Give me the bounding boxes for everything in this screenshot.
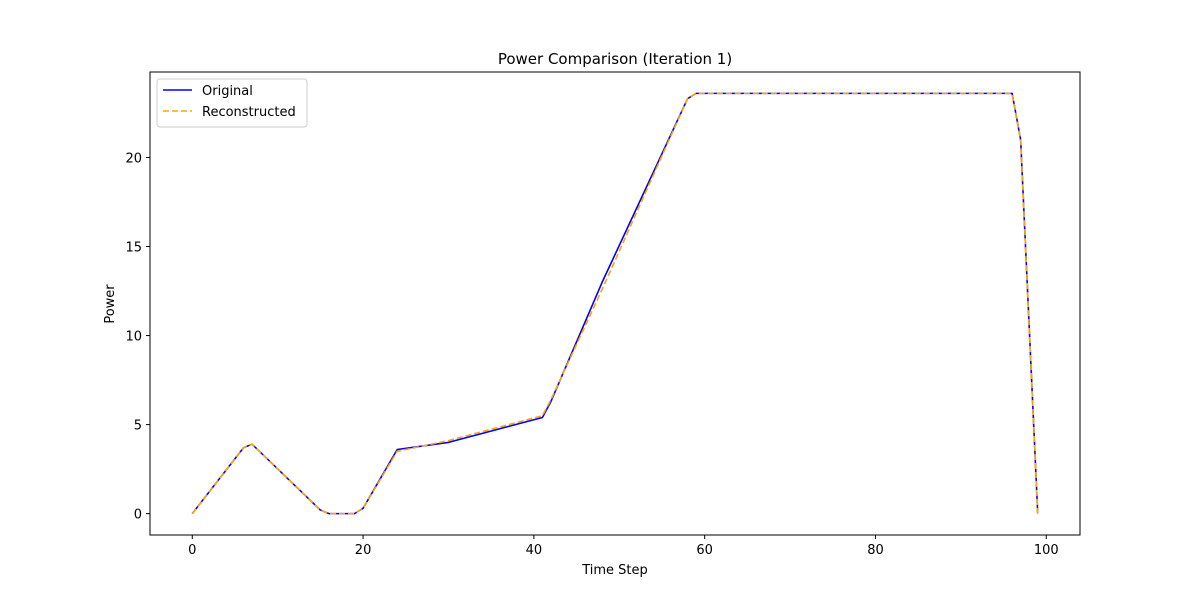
y-tick-label: 15 [125, 241, 142, 256]
legend: Original Reconstructed [156, 78, 308, 128]
x-tick-label: 0 [188, 543, 196, 558]
x-tick-label: 60 [696, 543, 713, 558]
legend-label-original: Original [202, 84, 253, 99]
y-tick-label: 20 [125, 151, 142, 166]
x-tick-label: 20 [355, 543, 372, 558]
series-layer [191, 92, 1039, 515]
x-axis-label: Time Step [581, 563, 648, 578]
plot-area [149, 71, 1081, 536]
axes-frame [149, 71, 1081, 536]
legend-box [156, 78, 308, 128]
series-line-reconstructed [191, 92, 1039, 515]
series-line-original [191, 92, 1039, 515]
y-tick-label: 5 [134, 419, 142, 434]
legend-label-reconstructed: Reconstructed [202, 105, 296, 120]
y-axis-label: Power [103, 284, 118, 324]
y-axis: 0 5 10 15 20 [125, 151, 150, 523]
chart-title: Power Comparison (Iteration 1) [498, 50, 732, 68]
legend-entries: Original Reconstructed [163, 84, 296, 120]
x-axis: 0 20 40 60 80 100 [188, 535, 1059, 558]
x-tick-label: 80 [867, 543, 884, 558]
x-tick-label: 100 [1034, 543, 1059, 558]
y-tick-label: 0 [134, 508, 142, 523]
x-tick-label: 40 [526, 543, 543, 558]
y-tick-label: 10 [125, 330, 142, 345]
